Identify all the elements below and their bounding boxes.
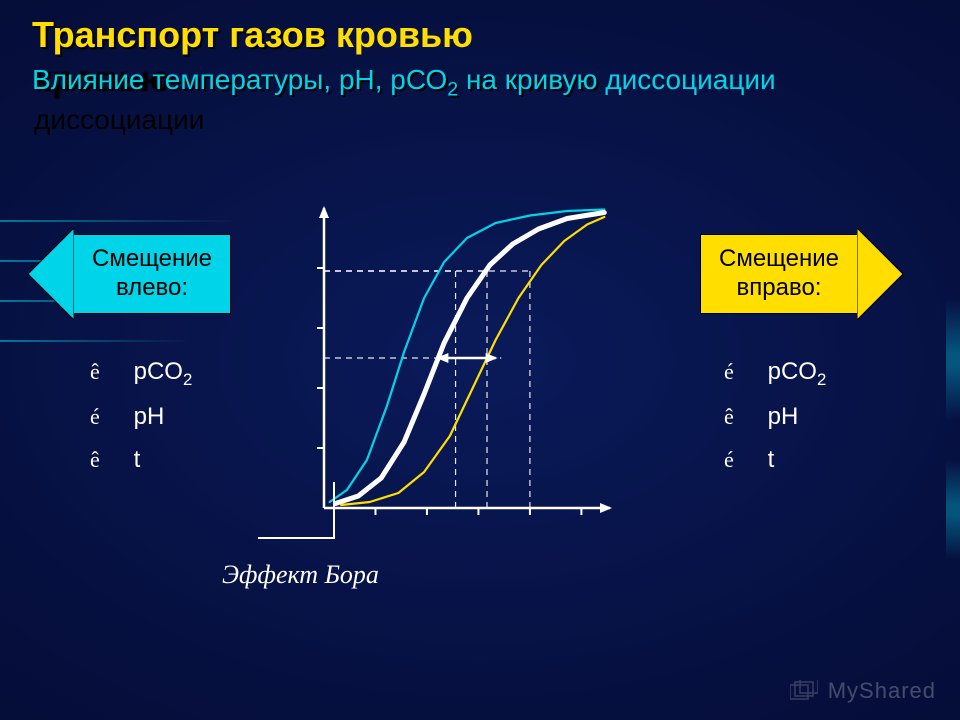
factor-row-left-1: é▲pH [90,395,192,438]
bohr-label: Эффект Бора [222,560,379,590]
factors-right: é▲pCO2ê▼pHé▲t [724,350,826,481]
factor-row-right-2: é▲t [724,438,826,481]
watermark-text: MyShared [828,678,936,704]
edge-stripe [946,300,960,420]
arrow-left-body: Смещение влево: [74,234,231,314]
slide: Транспорт газов кровью Транспорт газов к… [0,0,960,720]
arrow-right-body: Смещение вправо: [700,234,857,314]
arrow-left-line2: влево: [92,274,212,303]
bg-stripe [0,220,240,222]
factor-row-right-0: é▲pCO2 [724,350,826,395]
factor-text: t [134,438,141,481]
arrow-left-line1: Смещение [92,245,212,274]
factor-text: pH [768,395,799,438]
bohr-callout-line-icon [256,480,346,560]
slide-title: Транспорт газов кровью Транспорт газов к… [32,14,473,56]
arrow-down-icon: ê [724,397,734,437]
arrow-right-head-icon [857,228,903,320]
slides-icon [790,680,818,702]
factor-text: pCO2 [768,350,827,395]
arrow-down-icon: ê [90,440,100,480]
factor-row-right-1: ê▼pH [724,395,826,438]
factor-text: pH [134,395,165,438]
arrow-right-line1: Смещение [719,245,839,274]
arrow-up-icon: é [724,352,734,392]
watermark: MyShared [790,678,936,704]
arrow-left: Смещение влево: [28,228,231,320]
arrow-down-icon: ê [90,352,100,392]
factor-text: t [768,438,775,481]
factor-row-left-2: ê▼t [90,438,192,481]
bg-stripe [0,340,190,342]
arrow-right-line2: вправо: [719,274,839,303]
subtitle-fg: Влияние температуры, рН, рСО2 на кривую … [32,64,776,95]
title-fg: Транспорт газов кровью [32,14,473,55]
arrow-up-icon: é [724,440,734,480]
factor-text: pCO2 [134,350,193,395]
factors-left: ê▼pCO2é▲pHê▼t [90,350,192,481]
factor-row-left-0: ê▼pCO2 [90,350,192,395]
slide-subtitle: Влияние температуры, рН, рСО2 на кривую … [32,64,776,102]
arrow-left-head-icon [28,228,74,320]
edge-stripe [946,460,960,560]
arrow-right: Смещение вправо: [700,228,903,320]
arrow-up-icon: é [90,397,100,437]
